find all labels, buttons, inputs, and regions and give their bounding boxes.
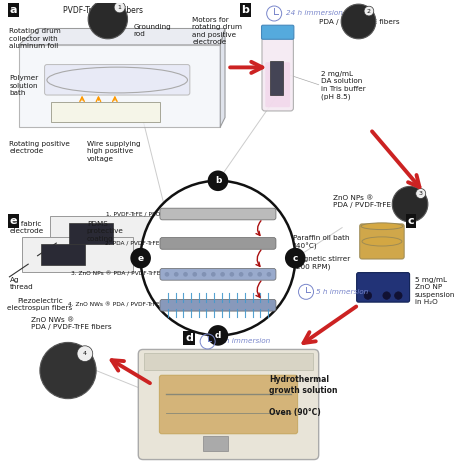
Circle shape xyxy=(394,292,402,299)
Text: Grounding
rod: Grounding rod xyxy=(134,24,172,37)
Circle shape xyxy=(202,272,206,277)
Circle shape xyxy=(383,292,391,299)
FancyBboxPatch shape xyxy=(262,25,294,39)
FancyBboxPatch shape xyxy=(138,349,319,460)
Text: e: e xyxy=(137,254,144,263)
Text: Ag fabric
electrode: Ag fabric electrode xyxy=(9,220,44,234)
Circle shape xyxy=(364,6,374,16)
Text: 1. PVDF-TrFE / PEO: 1. PVDF-TrFE / PEO xyxy=(106,211,160,217)
FancyArrowPatch shape xyxy=(256,250,261,266)
Text: b: b xyxy=(215,176,221,185)
Text: 6 h immersion: 6 h immersion xyxy=(218,338,270,344)
Text: PDA / PVDF-TrFE fibers: PDA / PVDF-TrFE fibers xyxy=(319,19,399,25)
Circle shape xyxy=(208,325,228,346)
Circle shape xyxy=(266,272,271,277)
Circle shape xyxy=(192,272,197,277)
Circle shape xyxy=(211,272,216,277)
Text: Piezoelectric
electrospun fibers: Piezoelectric electrospun fibers xyxy=(7,298,73,311)
FancyBboxPatch shape xyxy=(22,237,133,272)
Text: PVDF-TrFE/PEO fibers: PVDF-TrFE/PEO fibers xyxy=(63,5,143,14)
Text: 4: 4 xyxy=(83,351,87,356)
FancyBboxPatch shape xyxy=(69,223,113,244)
FancyBboxPatch shape xyxy=(356,273,410,302)
Text: e: e xyxy=(9,216,17,226)
Circle shape xyxy=(114,2,125,13)
FancyBboxPatch shape xyxy=(270,61,283,94)
Text: 3. ZnO NPs ® PDA / PVDF-TrFE: 3. ZnO NPs ® PDA / PVDF-TrFE xyxy=(71,272,160,277)
FancyBboxPatch shape xyxy=(160,208,276,220)
Text: 3: 3 xyxy=(419,191,423,196)
Circle shape xyxy=(88,0,128,39)
FancyBboxPatch shape xyxy=(160,268,276,280)
Text: Wire supplying
high positive
voltage: Wire supplying high positive voltage xyxy=(87,141,140,162)
Text: a: a xyxy=(9,5,17,15)
Circle shape xyxy=(248,272,253,277)
FancyBboxPatch shape xyxy=(262,33,293,111)
FancyBboxPatch shape xyxy=(160,237,276,249)
Text: 4. ZnO NWs ® PDA / PVDF-TrFE: 4. ZnO NWs ® PDA / PVDF-TrFE xyxy=(68,303,160,308)
Text: 2. PDA / PVDF-TrFE: 2. PDA / PVDF-TrFE xyxy=(105,241,160,246)
FancyBboxPatch shape xyxy=(203,436,228,451)
Circle shape xyxy=(183,272,188,277)
FancyBboxPatch shape xyxy=(145,353,312,370)
FancyArrowPatch shape xyxy=(256,221,261,236)
Text: Magnetic stirrer
(200 RPM): Magnetic stirrer (200 RPM) xyxy=(293,256,350,270)
Circle shape xyxy=(130,248,151,268)
Circle shape xyxy=(257,272,262,277)
FancyBboxPatch shape xyxy=(159,375,298,434)
FancyBboxPatch shape xyxy=(50,217,161,251)
Text: 24 h immersion: 24 h immersion xyxy=(286,10,343,16)
FancyBboxPatch shape xyxy=(45,64,190,95)
Circle shape xyxy=(220,272,225,277)
Circle shape xyxy=(174,272,179,277)
Circle shape xyxy=(40,342,96,399)
Text: Oven (90°C): Oven (90°C) xyxy=(270,408,321,417)
FancyBboxPatch shape xyxy=(41,245,85,265)
Text: d: d xyxy=(185,333,193,343)
Text: c: c xyxy=(292,254,298,263)
Text: 2: 2 xyxy=(367,9,371,14)
Circle shape xyxy=(141,181,295,336)
Text: 2 mg/mL
DA solution
in Tris buffer
(pH 8.5): 2 mg/mL DA solution in Tris buffer (pH 8… xyxy=(321,71,366,100)
Circle shape xyxy=(416,189,426,199)
Polygon shape xyxy=(220,28,225,127)
Circle shape xyxy=(208,171,228,191)
Circle shape xyxy=(364,292,372,299)
Text: Hydrothermal
growth solution: Hydrothermal growth solution xyxy=(270,375,338,395)
Text: 5 mg/mL
ZnO NP
suspension
in H₂O: 5 mg/mL ZnO NP suspension in H₂O xyxy=(415,277,455,305)
Text: 5 h immersion: 5 h immersion xyxy=(316,289,369,294)
FancyBboxPatch shape xyxy=(360,224,404,259)
Circle shape xyxy=(229,272,234,277)
Circle shape xyxy=(239,272,244,277)
FancyBboxPatch shape xyxy=(265,62,290,107)
Circle shape xyxy=(341,4,376,39)
Circle shape xyxy=(285,248,306,268)
Text: d: d xyxy=(215,331,221,340)
Circle shape xyxy=(77,346,93,362)
Text: ZnO NPs ®
PDA / PVDF-TrFE fibers: ZnO NPs ® PDA / PVDF-TrFE fibers xyxy=(333,195,413,209)
Polygon shape xyxy=(19,28,225,45)
Ellipse shape xyxy=(362,237,402,246)
Text: Ag
thread: Ag thread xyxy=(9,277,33,291)
Text: Paraffin oil bath
(40°C): Paraffin oil bath (40°C) xyxy=(293,235,349,250)
Text: b: b xyxy=(241,5,249,15)
Circle shape xyxy=(164,272,169,277)
Ellipse shape xyxy=(47,67,188,93)
FancyBboxPatch shape xyxy=(160,300,276,311)
FancyBboxPatch shape xyxy=(19,45,220,127)
Text: Rotating positive
electrode: Rotating positive electrode xyxy=(9,141,70,155)
FancyArrowPatch shape xyxy=(256,281,261,297)
Text: Polymer
solution
bath: Polymer solution bath xyxy=(9,75,39,96)
FancyBboxPatch shape xyxy=(51,102,160,122)
Text: c: c xyxy=(408,216,414,226)
Text: Rotating drum
collector with
aluminum foil: Rotating drum collector with aluminum fo… xyxy=(9,28,61,49)
Text: ZnO NWs ®
PDA / PVDF-TrFE fibers: ZnO NWs ® PDA / PVDF-TrFE fibers xyxy=(30,317,111,330)
Text: 1: 1 xyxy=(118,5,122,10)
Text: PDMS
protective
coating: PDMS protective coating xyxy=(87,220,124,242)
Ellipse shape xyxy=(361,223,403,229)
Circle shape xyxy=(392,186,428,222)
Text: Motors for
rotating drum
and positive
electrode: Motors for rotating drum and positive el… xyxy=(192,17,242,46)
